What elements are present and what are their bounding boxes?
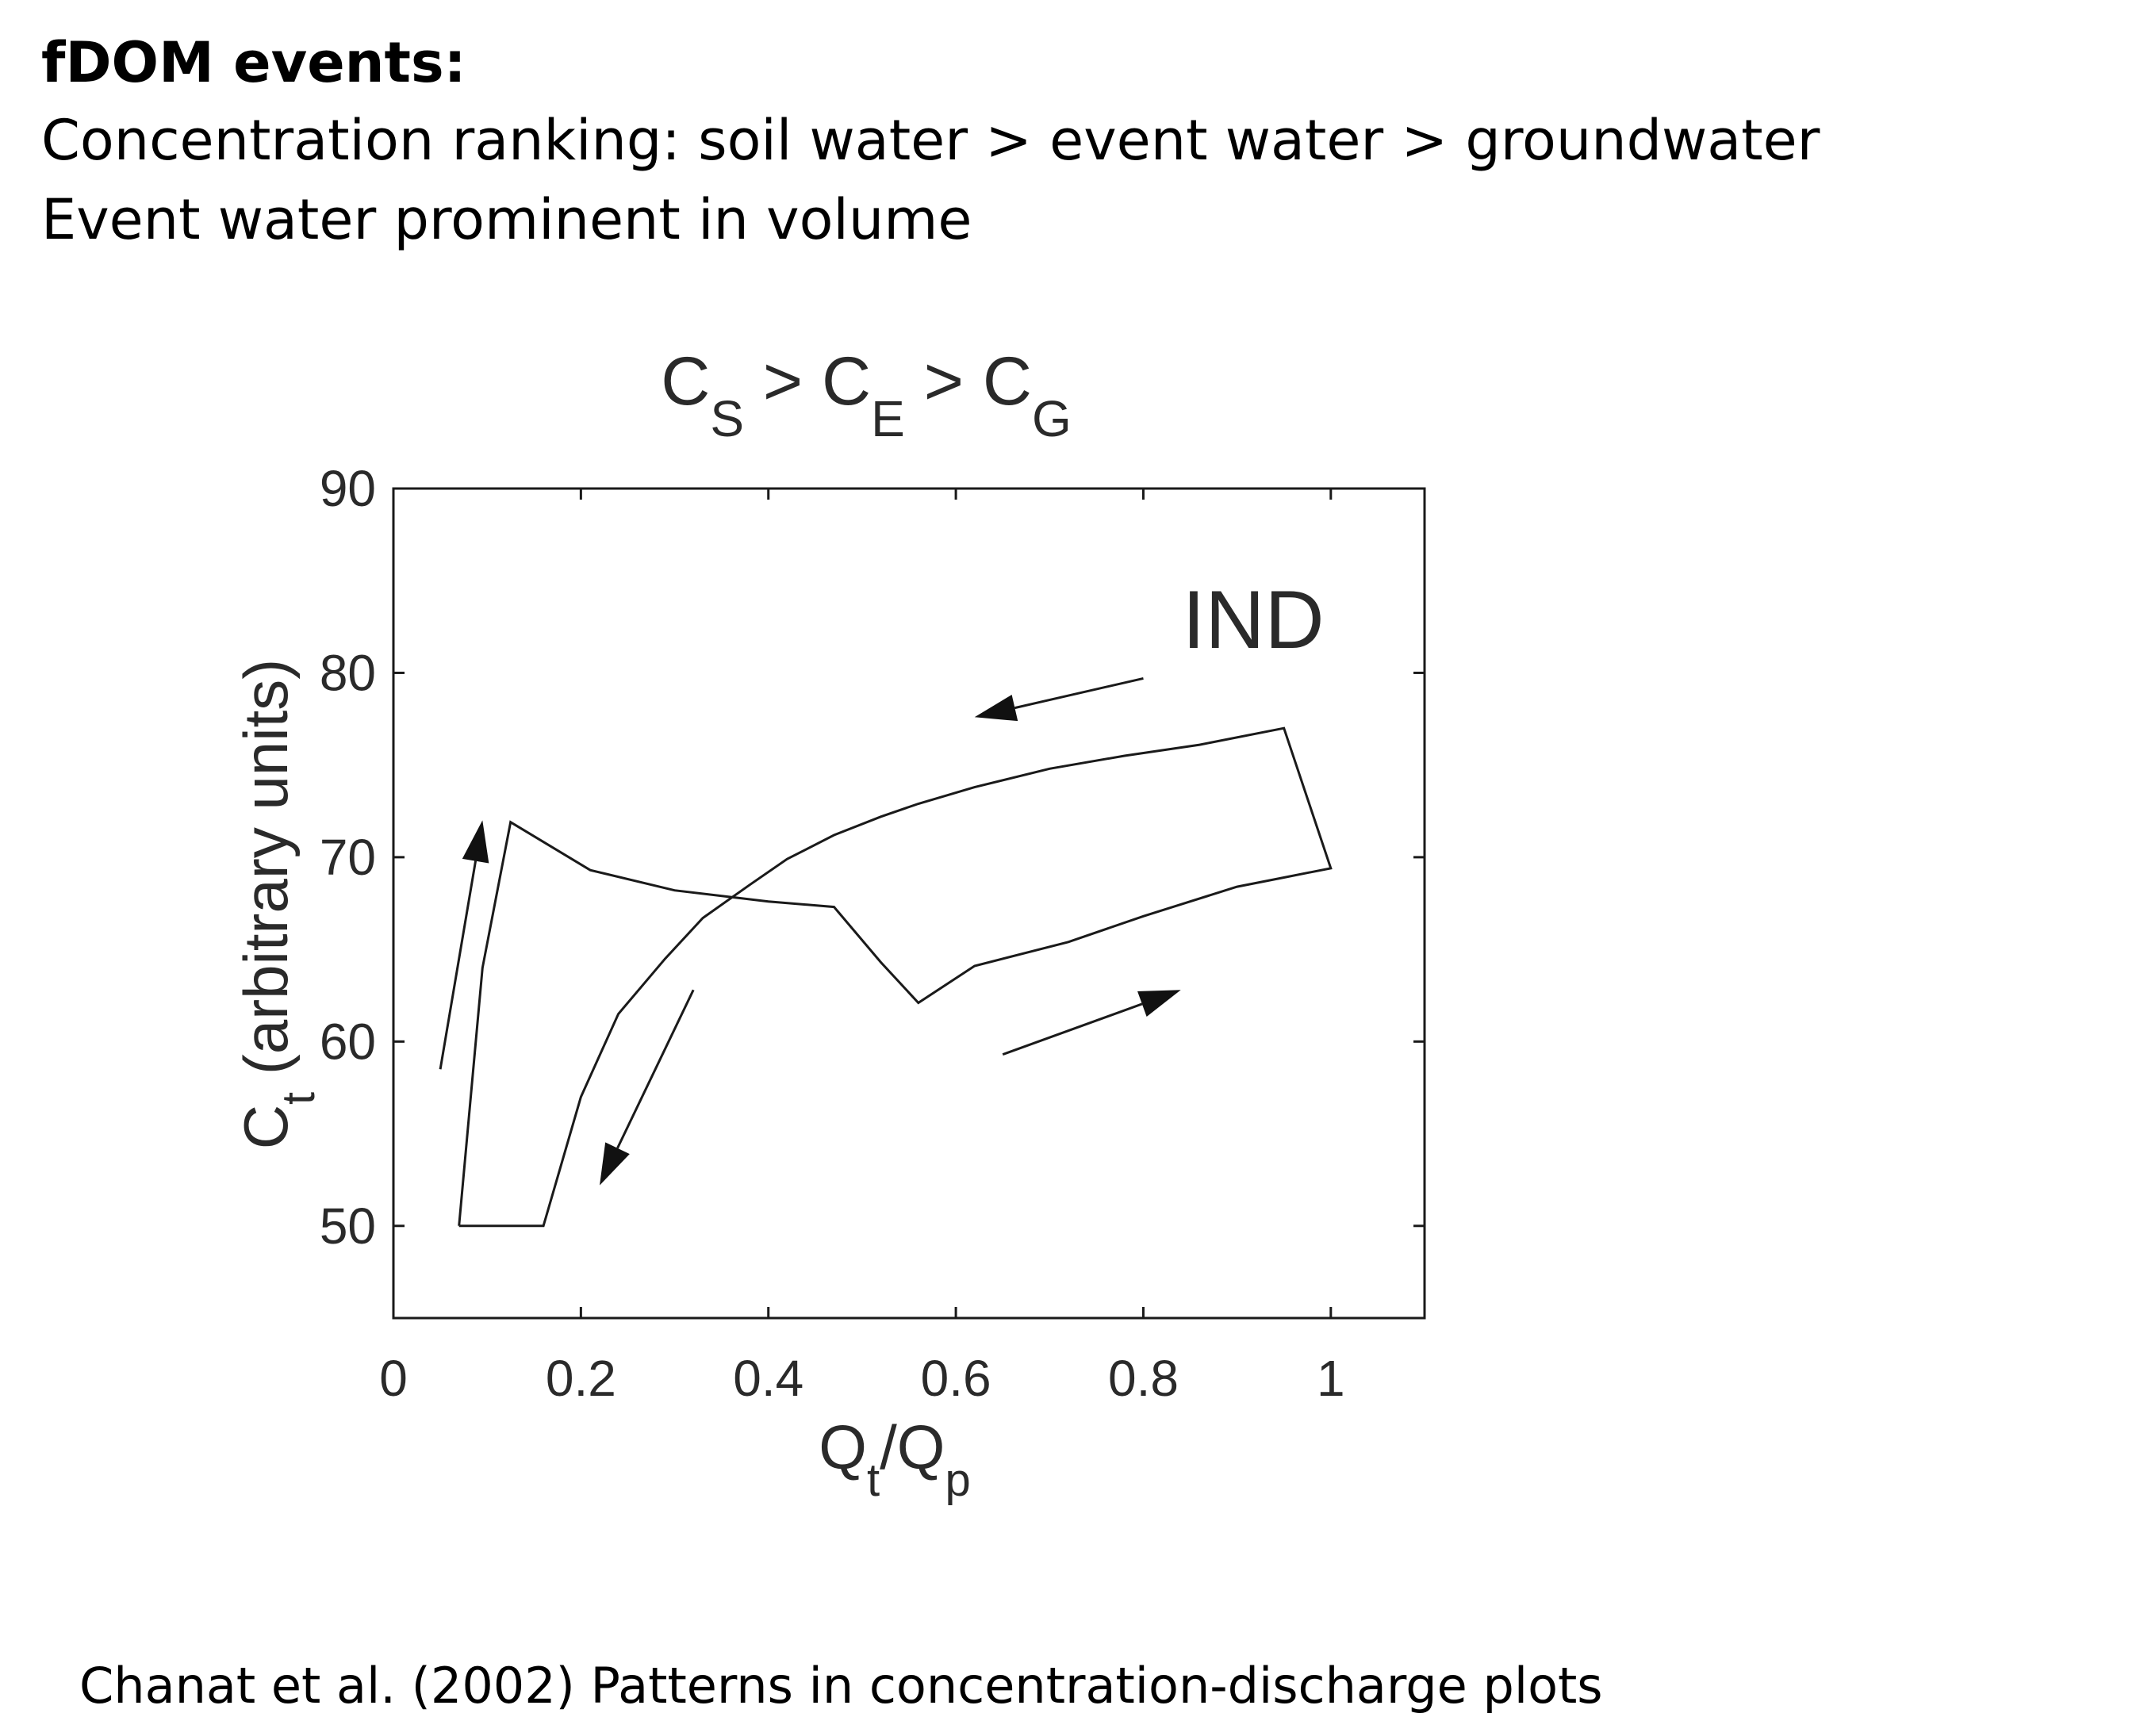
xlabel-sub-p: p: [945, 1454, 970, 1506]
slide-heading: fDOM events:: [41, 30, 466, 95]
plot-frame: [392, 487, 1426, 1320]
ind-annotation: IND: [1182, 574, 1324, 666]
ylabel-sub-t: t: [273, 1092, 324, 1105]
arrow-shaft: [1002, 1002, 1143, 1056]
y-tick-label: 50: [320, 1198, 376, 1255]
x-tick-label: 0: [379, 1350, 408, 1407]
arrow-shaft: [1014, 676, 1144, 710]
arrow-head: [1137, 990, 1181, 1017]
hysteresis-loop-line: [458, 726, 1333, 1228]
event-water-text: Event water prominent in volume: [41, 187, 972, 252]
axis-ticks: [392, 487, 1425, 1318]
y-tick-label: 60: [320, 1013, 376, 1070]
xlabel-q: Q: [819, 1412, 867, 1482]
x-tick-label: 0.6: [921, 1350, 991, 1407]
axis-tick-labels: 0 0.2 0.4 0.6 0.8 1 50 60 70 80 90: [320, 460, 1345, 1407]
x-tick-label: 0.8: [1108, 1350, 1179, 1407]
concentration-ranking-text: Concentration ranking: soil water > even…: [41, 108, 1820, 173]
y-tick-label: 80: [320, 644, 376, 701]
arrow-head: [974, 695, 1018, 722]
citation-text: Chanat et al. (2002) Patterns in concent…: [79, 1657, 1603, 1715]
title-sub-e: E: [871, 390, 905, 447]
arrow-shaft: [616, 989, 695, 1149]
title-sub-s: S: [710, 390, 744, 447]
arrow-head: [600, 1142, 630, 1186]
direction-arrows: [439, 676, 1181, 1186]
y-tick-label: 70: [320, 829, 376, 886]
title-sub-g: G: [1032, 390, 1072, 447]
title-c-g: > C: [905, 343, 1032, 420]
arrow-shaft: [439, 860, 477, 1070]
y-tick-label: 90: [320, 460, 376, 517]
y-axis-label: Ct (arbitrary units): [231, 659, 324, 1150]
xlabel-sub-t: t: [867, 1454, 880, 1506]
chart-title: CS > CE > CG: [661, 343, 1072, 447]
title-c-e: > C: [744, 343, 871, 420]
ylabel-c: C: [231, 1105, 301, 1149]
x-tick-label: 0.4: [733, 1350, 803, 1407]
x-tick-label: 0.2: [546, 1350, 616, 1407]
arrow-head: [462, 820, 489, 864]
ylabel-rest: (arbitrary units): [231, 659, 301, 1092]
xlabel-qp: /Q: [880, 1412, 945, 1482]
title-c-s: C: [661, 343, 710, 420]
x-axis-label: Qt/Qp: [819, 1412, 970, 1506]
x-tick-label: 1: [1317, 1350, 1345, 1407]
